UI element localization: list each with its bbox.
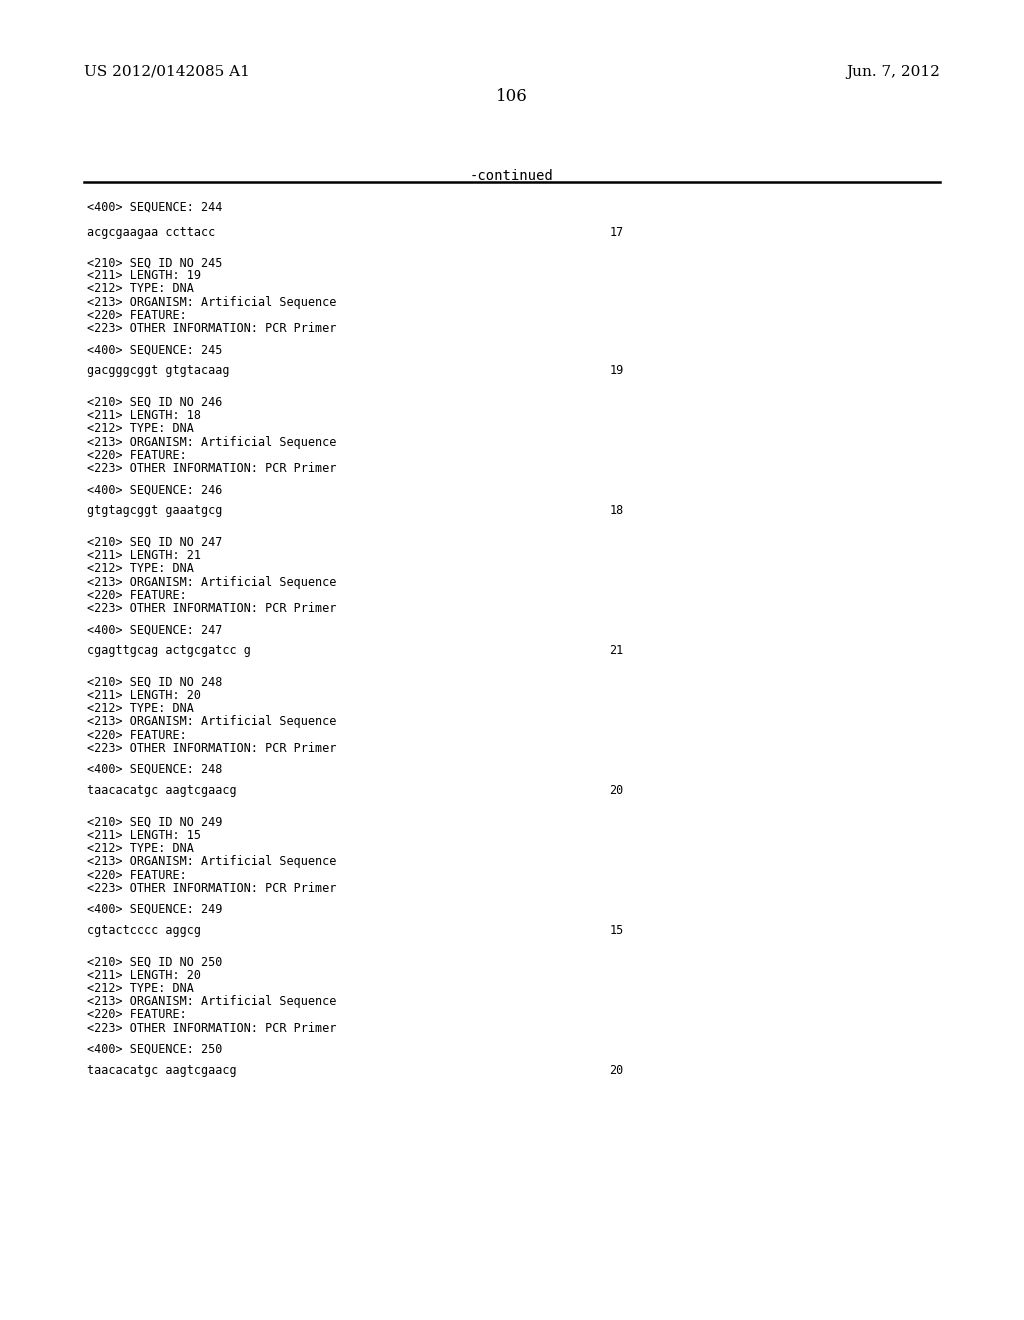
Text: <223> OTHER INFORMATION: PCR Primer: <223> OTHER INFORMATION: PCR Primer bbox=[87, 742, 337, 755]
Text: <220> FEATURE:: <220> FEATURE: bbox=[87, 1008, 186, 1022]
Text: <211> LENGTH: 20: <211> LENGTH: 20 bbox=[87, 689, 201, 702]
Text: US 2012/0142085 A1: US 2012/0142085 A1 bbox=[84, 65, 250, 79]
Text: <210> SEQ ID NO 247: <210> SEQ ID NO 247 bbox=[87, 536, 222, 549]
Text: <223> OTHER INFORMATION: PCR Primer: <223> OTHER INFORMATION: PCR Primer bbox=[87, 462, 337, 475]
Text: <220> FEATURE:: <220> FEATURE: bbox=[87, 869, 186, 882]
Text: cgagttgcag actgcgatcc g: cgagttgcag actgcgatcc g bbox=[87, 644, 251, 657]
Text: acgcgaagaa ccttacc: acgcgaagaa ccttacc bbox=[87, 226, 215, 239]
Text: <400> SEQUENCE: 248: <400> SEQUENCE: 248 bbox=[87, 763, 222, 776]
Text: <220> FEATURE:: <220> FEATURE: bbox=[87, 309, 186, 322]
Text: <211> LENGTH: 15: <211> LENGTH: 15 bbox=[87, 829, 201, 842]
Text: <212> TYPE: DNA: <212> TYPE: DNA bbox=[87, 982, 194, 995]
Text: -continued: -continued bbox=[470, 169, 554, 183]
Text: <223> OTHER INFORMATION: PCR Primer: <223> OTHER INFORMATION: PCR Primer bbox=[87, 882, 337, 895]
Text: gtgtagcggt gaaatgcg: gtgtagcggt gaaatgcg bbox=[87, 504, 222, 517]
Text: <213> ORGANISM: Artificial Sequence: <213> ORGANISM: Artificial Sequence bbox=[87, 855, 337, 869]
Text: 18: 18 bbox=[609, 504, 624, 517]
Text: <212> TYPE: DNA: <212> TYPE: DNA bbox=[87, 702, 194, 715]
Text: <212> TYPE: DNA: <212> TYPE: DNA bbox=[87, 842, 194, 855]
Text: <220> FEATURE:: <220> FEATURE: bbox=[87, 729, 186, 742]
Text: <400> SEQUENCE: 244: <400> SEQUENCE: 244 bbox=[87, 201, 222, 214]
Text: 17: 17 bbox=[609, 226, 624, 239]
Text: <400> SEQUENCE: 245: <400> SEQUENCE: 245 bbox=[87, 343, 222, 356]
Text: <400> SEQUENCE: 247: <400> SEQUENCE: 247 bbox=[87, 623, 222, 636]
Text: 15: 15 bbox=[609, 924, 624, 937]
Text: <211> LENGTH: 18: <211> LENGTH: 18 bbox=[87, 409, 201, 422]
Text: <213> ORGANISM: Artificial Sequence: <213> ORGANISM: Artificial Sequence bbox=[87, 296, 337, 309]
Text: <213> ORGANISM: Artificial Sequence: <213> ORGANISM: Artificial Sequence bbox=[87, 995, 337, 1008]
Text: <211> LENGTH: 21: <211> LENGTH: 21 bbox=[87, 549, 201, 562]
Text: 21: 21 bbox=[609, 644, 624, 657]
Text: cgtactcccc aggcg: cgtactcccc aggcg bbox=[87, 924, 201, 937]
Text: Jun. 7, 2012: Jun. 7, 2012 bbox=[846, 65, 940, 79]
Text: <400> SEQUENCE: 246: <400> SEQUENCE: 246 bbox=[87, 483, 222, 496]
Text: <210> SEQ ID NO 250: <210> SEQ ID NO 250 bbox=[87, 956, 222, 969]
Text: <212> TYPE: DNA: <212> TYPE: DNA bbox=[87, 562, 194, 576]
Text: 106: 106 bbox=[496, 88, 528, 106]
Text: taacacatgc aagtcgaacg: taacacatgc aagtcgaacg bbox=[87, 1064, 237, 1077]
Text: taacacatgc aagtcgaacg: taacacatgc aagtcgaacg bbox=[87, 784, 237, 797]
Text: <211> LENGTH: 20: <211> LENGTH: 20 bbox=[87, 969, 201, 982]
Text: <211> LENGTH: 19: <211> LENGTH: 19 bbox=[87, 269, 201, 282]
Text: <400> SEQUENCE: 249: <400> SEQUENCE: 249 bbox=[87, 903, 222, 916]
Text: <213> ORGANISM: Artificial Sequence: <213> ORGANISM: Artificial Sequence bbox=[87, 715, 337, 729]
Text: 20: 20 bbox=[609, 784, 624, 797]
Text: <220> FEATURE:: <220> FEATURE: bbox=[87, 449, 186, 462]
Text: <223> OTHER INFORMATION: PCR Primer: <223> OTHER INFORMATION: PCR Primer bbox=[87, 1022, 337, 1035]
Text: <212> TYPE: DNA: <212> TYPE: DNA bbox=[87, 282, 194, 296]
Text: <213> ORGANISM: Artificial Sequence: <213> ORGANISM: Artificial Sequence bbox=[87, 576, 337, 589]
Text: 19: 19 bbox=[609, 364, 624, 378]
Text: <210> SEQ ID NO 245: <210> SEQ ID NO 245 bbox=[87, 256, 222, 269]
Text: <223> OTHER INFORMATION: PCR Primer: <223> OTHER INFORMATION: PCR Primer bbox=[87, 602, 337, 615]
Text: <212> TYPE: DNA: <212> TYPE: DNA bbox=[87, 422, 194, 436]
Text: 20: 20 bbox=[609, 1064, 624, 1077]
Text: <213> ORGANISM: Artificial Sequence: <213> ORGANISM: Artificial Sequence bbox=[87, 436, 337, 449]
Text: gacgggcggt gtgtacaag: gacgggcggt gtgtacaag bbox=[87, 364, 229, 378]
Text: <400> SEQUENCE: 250: <400> SEQUENCE: 250 bbox=[87, 1043, 222, 1056]
Text: <210> SEQ ID NO 248: <210> SEQ ID NO 248 bbox=[87, 676, 222, 689]
Text: <220> FEATURE:: <220> FEATURE: bbox=[87, 589, 186, 602]
Text: <223> OTHER INFORMATION: PCR Primer: <223> OTHER INFORMATION: PCR Primer bbox=[87, 322, 337, 335]
Text: <210> SEQ ID NO 249: <210> SEQ ID NO 249 bbox=[87, 816, 222, 829]
Text: <210> SEQ ID NO 246: <210> SEQ ID NO 246 bbox=[87, 396, 222, 409]
